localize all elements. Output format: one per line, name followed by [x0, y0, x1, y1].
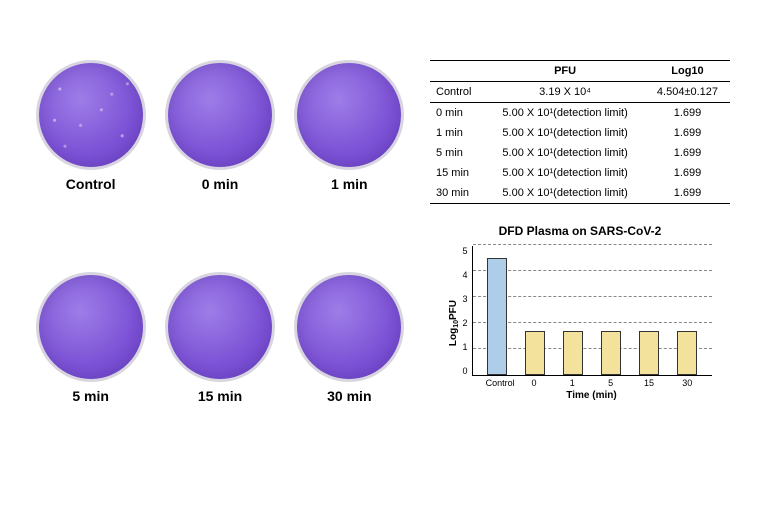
dish-label: 30 min [327, 388, 371, 404]
grid-line [473, 296, 712, 297]
table-row: 15 min5.00 X 10¹(detection limit)1.699 [430, 163, 730, 183]
x-axis-label: Time (min) [472, 390, 712, 401]
table-cell: 5.00 X 10¹(detection limit) [485, 183, 645, 204]
y-axis-ticks: 5 4 3 2 1 0 [462, 246, 471, 376]
petri-dish-icon [36, 60, 146, 170]
table-header: Log10 [645, 61, 730, 82]
x-axis-ticks: Control0151530 [472, 376, 712, 388]
dish-label: 15 min [198, 388, 242, 404]
dish-15min: 15 min [159, 272, 280, 476]
data-panel: PFU Log10 Control3.19 X 10⁴4.504±0.1270 … [430, 60, 730, 476]
bar [677, 331, 697, 375]
dish-1min: 1 min [289, 60, 410, 264]
table-cell: 0 min [430, 103, 485, 124]
bar [525, 331, 545, 375]
table-cell: 1 min [430, 123, 485, 143]
dish-control: Control [30, 60, 151, 264]
x-tick: 5 [601, 378, 621, 388]
y-axis-label: Log10PFU [448, 300, 460, 346]
dish-label: 5 min [72, 388, 109, 404]
table-header [430, 61, 485, 82]
table-body: Control3.19 X 10⁴4.504±0.1270 min5.00 X … [430, 82, 730, 204]
table-cell: 30 min [430, 183, 485, 204]
table-cell: 5.00 X 10¹(detection limit) [485, 163, 645, 183]
grid-line [473, 244, 712, 245]
dish-5min: 5 min [30, 272, 151, 476]
table-row: 0 min5.00 X 10¹(detection limit)1.699 [430, 103, 730, 124]
petri-dish-icon [294, 272, 404, 382]
y-tick: 0 [462, 366, 467, 376]
pfu-table: PFU Log10 Control3.19 X 10⁴4.504±0.1270 … [430, 60, 730, 204]
chart-title: DFD Plasma on SARS-CoV-2 [499, 224, 662, 238]
y-tick: 4 [462, 270, 467, 280]
plot-area [472, 246, 712, 376]
petri-dish-icon [165, 60, 275, 170]
bar [487, 258, 507, 375]
table-cell: 5.00 X 10¹(detection limit) [485, 103, 645, 124]
y-tick: 1 [462, 342, 467, 352]
table-row: 5 min5.00 X 10¹(detection limit)1.699 [430, 143, 730, 163]
table-header: PFU [485, 61, 645, 82]
table-cell: 3.19 X 10⁴ [485, 82, 645, 103]
bar [639, 331, 659, 375]
dish-label: 0 min [202, 176, 239, 192]
table-cell: 1.699 [645, 123, 730, 143]
dish-label: Control [66, 176, 116, 192]
table-row: 30 min5.00 X 10¹(detection limit)1.699 [430, 183, 730, 204]
y-tick: 5 [462, 246, 467, 256]
grid-line [473, 348, 712, 349]
table-cell: 1.699 [645, 103, 730, 124]
x-tick: 30 [677, 378, 697, 388]
table-cell: 1.699 [645, 183, 730, 204]
table-cell: 5 min [430, 143, 485, 163]
petri-dish-icon [36, 272, 146, 382]
y-tick: 3 [462, 294, 467, 304]
table-cell: 1.699 [645, 163, 730, 183]
y-tick: 2 [462, 318, 467, 328]
table-cell: 5.00 X 10¹(detection limit) [485, 123, 645, 143]
chart-area: Log10PFU 543210 Control0151530 Time (min… [448, 246, 711, 401]
bar [563, 331, 583, 375]
table-row: Control3.19 X 10⁴4.504±0.127 [430, 82, 730, 103]
table-cell: Control [430, 82, 485, 103]
petri-dish-icon [294, 60, 404, 170]
x-tick: 15 [639, 378, 659, 388]
grid-line [473, 322, 712, 323]
bar-chart: DFD Plasma on SARS-CoV-2 Log10PFU 5 4 3 2 1 0… [430, 224, 730, 401]
bar [601, 331, 621, 375]
plaque-assay-images: Control 0 min 1 min 5 min 15 min 30 min [30, 60, 410, 476]
table-cell: 15 min [430, 163, 485, 183]
plot-wrapper: Control0151530 Time (min) [472, 246, 712, 401]
x-tick: 1 [562, 378, 582, 388]
petri-dish-icon [165, 272, 275, 382]
table-cell: 1.699 [645, 143, 730, 163]
grid-line [473, 270, 712, 271]
dish-label: 1 min [331, 176, 368, 192]
table-cell: 4.504±0.127 [645, 82, 730, 103]
dish-30min: 30 min [289, 272, 410, 476]
x-tick: 0 [524, 378, 544, 388]
table-cell: 5.00 X 10¹(detection limit) [485, 143, 645, 163]
x-tick: Control [486, 378, 506, 388]
table-row: 1 min5.00 X 10¹(detection limit)1.699 [430, 123, 730, 143]
dish-0min: 0 min [159, 60, 280, 264]
